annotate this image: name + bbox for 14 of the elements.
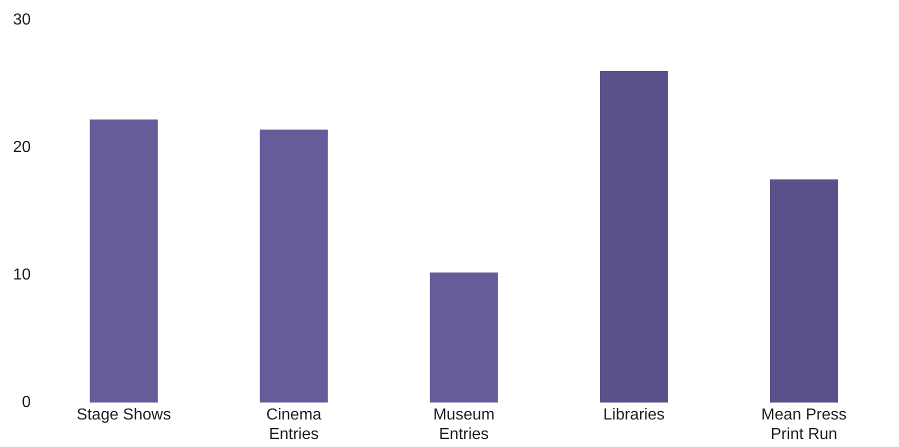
bar xyxy=(600,71,668,403)
x-tick-label: Museum Entries xyxy=(433,406,495,443)
bar xyxy=(770,179,838,403)
x-tick-label: Mean Press Print Run xyxy=(761,406,847,443)
x-tick-label: Cinema Entries xyxy=(266,406,322,443)
y-tick-label: 20 xyxy=(13,138,31,156)
bar xyxy=(430,272,498,403)
y-tick-label: 10 xyxy=(13,266,31,284)
x-tick-label: Stage Shows xyxy=(76,406,171,424)
bar xyxy=(90,119,158,403)
y-tick-label: 30 xyxy=(13,11,31,28)
bar xyxy=(260,130,328,403)
y-tick-label: 0 xyxy=(22,394,31,412)
x-tick-label: Libraries xyxy=(603,406,665,424)
